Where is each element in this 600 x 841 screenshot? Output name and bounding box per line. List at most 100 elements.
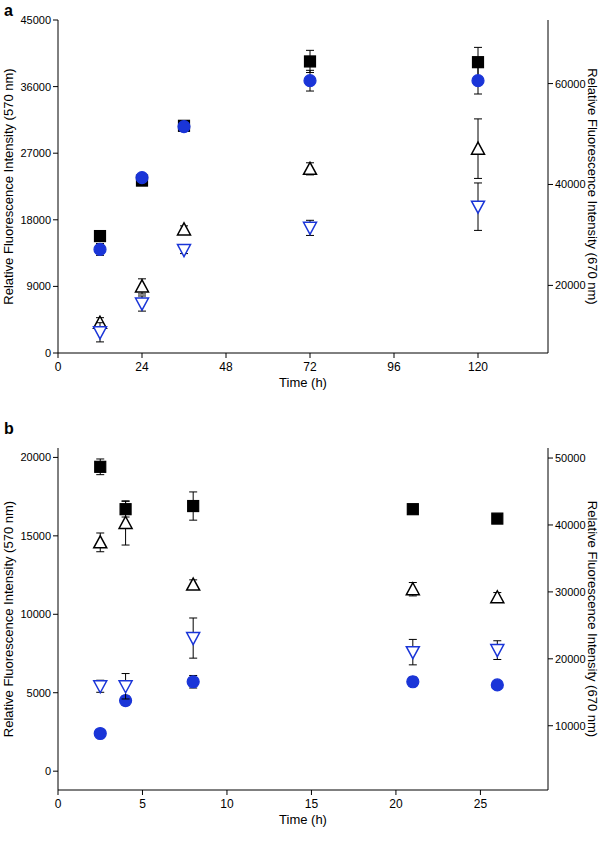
marker <box>305 56 316 67</box>
marker <box>136 172 148 184</box>
marker <box>473 57 484 68</box>
y-tick-label: 45000 <box>20 14 51 26</box>
y-tick <box>53 457 58 458</box>
y2-tick-label: 30000 <box>555 586 586 598</box>
x-tick-label: 25 <box>474 797 488 811</box>
marker <box>407 676 419 688</box>
y-tick-label: 36000 <box>20 81 51 93</box>
marker <box>94 327 107 339</box>
marker <box>491 645 504 657</box>
marker <box>188 501 199 512</box>
marker <box>94 536 107 548</box>
marker <box>119 681 132 693</box>
x-tick <box>478 353 479 358</box>
y-axis-label: Relative Fluorescence Intensity (570 nm) <box>1 68 16 304</box>
marker <box>472 142 485 154</box>
marker <box>94 728 106 740</box>
marker <box>95 231 106 242</box>
y2-axis-line <box>548 20 549 353</box>
x-tick-label: 20 <box>389 797 403 811</box>
y2-tick-label: 20000 <box>555 653 586 665</box>
y2-axis-label: Relative Fluorescence Intensity (670 nm) <box>585 68 600 304</box>
marker <box>491 679 503 691</box>
x-tick-label: 72 <box>303 360 317 374</box>
marker <box>178 121 190 133</box>
y-tick <box>53 153 58 154</box>
y-tick-label: 15000 <box>20 530 51 542</box>
y2-tick-label: 60000 <box>555 78 586 90</box>
marker <box>94 243 106 255</box>
x-tick-label: 48 <box>219 360 233 374</box>
series <box>94 618 504 699</box>
panel-label: b <box>4 420 14 437</box>
y2-tick <box>548 591 553 592</box>
x-tick <box>142 790 143 795</box>
marker <box>304 75 316 87</box>
y-tick <box>53 86 58 87</box>
marker <box>178 223 191 235</box>
y-tick <box>53 614 58 615</box>
panel-label: a <box>4 2 13 19</box>
panel: a024487296120090001800027000360004500020… <box>1 2 600 390</box>
y-axis-line <box>58 448 59 790</box>
y-tick <box>53 692 58 693</box>
marker <box>94 681 107 693</box>
y2-tick <box>548 524 553 525</box>
y2-tick <box>548 83 553 84</box>
y2-tick-label: 20000 <box>555 279 586 291</box>
y2-tick <box>548 184 553 185</box>
panel: b051015202505000100001500020000100002000… <box>1 420 600 827</box>
series <box>94 675 503 739</box>
x-tick <box>226 353 227 358</box>
y2-tick <box>548 725 553 726</box>
y-tick <box>53 353 58 354</box>
y2-tick-label: 40000 <box>555 178 586 190</box>
marker <box>136 280 149 292</box>
x-tick <box>311 790 312 795</box>
y-tick-label: 5000 <box>27 687 51 699</box>
y2-tick <box>548 458 553 459</box>
y2-tick-label: 40000 <box>555 519 586 531</box>
y-tick-label: 0 <box>45 765 51 777</box>
figure: a024487296120090001800027000360004500020… <box>0 0 600 841</box>
x-tick <box>480 790 481 795</box>
x-tick <box>58 353 59 358</box>
marker <box>95 461 106 472</box>
series <box>94 183 485 342</box>
x-tick-label: 96 <box>387 360 401 374</box>
x-tick-label: 15 <box>305 797 319 811</box>
series <box>94 119 485 328</box>
y2-tick <box>548 285 553 286</box>
y-tick <box>53 286 58 287</box>
series <box>95 459 503 524</box>
x-tick <box>58 790 59 795</box>
x-axis-label: Time (h) <box>279 375 327 390</box>
y2-axis-label: Relative Fluorescence Intensity (670 nm) <box>585 501 600 737</box>
marker <box>187 676 199 688</box>
y-tick <box>53 535 58 536</box>
x-tick <box>226 790 227 795</box>
y-axis-line <box>58 20 59 353</box>
series <box>94 501 504 603</box>
x-axis-line <box>58 353 548 354</box>
plot-area <box>94 459 504 740</box>
y-tick-label: 20000 <box>20 451 51 463</box>
marker <box>304 222 317 234</box>
marker <box>136 298 149 310</box>
marker <box>472 75 484 87</box>
marker <box>187 578 200 590</box>
y-tick-label: 0 <box>45 347 51 359</box>
y2-axis-line <box>548 448 549 790</box>
marker <box>187 633 200 645</box>
x-tick <box>395 790 396 795</box>
x-tick-label: 10 <box>220 797 234 811</box>
y2-tick-label: 10000 <box>555 720 586 732</box>
x-axis-line <box>58 790 548 791</box>
x-tick-label: 5 <box>139 797 146 811</box>
y-tick <box>53 219 58 220</box>
marker <box>491 591 504 603</box>
marker <box>406 583 419 595</box>
x-tick-label: 0 <box>55 797 62 811</box>
y-tick-label: 27000 <box>20 147 51 159</box>
series <box>94 67 484 255</box>
